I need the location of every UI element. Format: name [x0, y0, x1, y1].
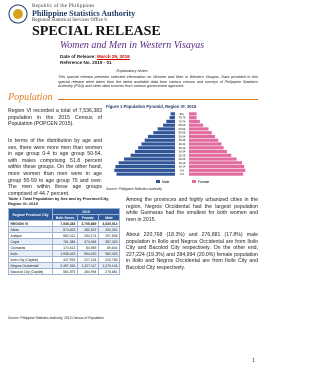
- bar: [153, 131, 175, 135]
- bar: [189, 153, 232, 157]
- age-label: 75-79: [179, 116, 186, 120]
- bar: [189, 123, 204, 127]
- agency: Philippine Statistics Authority: [32, 9, 136, 18]
- bar: [138, 146, 175, 150]
- bar: [189, 168, 246, 172]
- section-rule: [58, 99, 258, 100]
- bar: [144, 138, 175, 142]
- bar: [189, 116, 197, 120]
- bar: [189, 172, 244, 176]
- bar: [189, 142, 222, 146]
- bar: [189, 161, 243, 165]
- age-label: 40-44: [179, 142, 186, 146]
- bar: [134, 149, 175, 154]
- legend-label: Male: [162, 180, 169, 184]
- date-label: Date of Release:: [60, 54, 96, 59]
- date: Date of Release: March 29, 2019: [60, 54, 130, 59]
- age-label: 30-34: [179, 150, 186, 154]
- subtitle: Women and Men in Western Visayas: [59, 40, 205, 51]
- bar: [189, 149, 227, 154]
- table-row: Negros Occidental 2,497,261 1,227,117 1,270…: [7, 262, 121, 269]
- age-label: 25-29: [179, 153, 186, 157]
- bar: [189, 131, 212, 135]
- paragraph: About 220,768 (18.3%) and 276,881 (17.8%…: [126, 232, 258, 271]
- legend-swatch: [156, 180, 160, 183]
- table-cell: 284,994: [76, 268, 99, 275]
- paragraph: In terms of the distribution by age and …: [8, 138, 102, 197]
- table: Region/ Province/ City 2015 Both Sexes Fema…: [7, 208, 121, 275]
- table-row: Guimaras 174,613 84,969 89,644: [7, 244, 121, 251]
- release-title: SPECIAL RELEASE: [32, 24, 161, 39]
- section-title: Population: [8, 92, 53, 103]
- bar: [157, 127, 175, 131]
- paragraph: Region VI recorded a total of 7,536,383 …: [8, 108, 102, 128]
- figure-source: Source: Philippine Statistics Authority: [106, 187, 163, 191]
- bar: [189, 127, 209, 131]
- header-row: Both Sexes Female Male: [9, 214, 121, 221]
- republic: Republic of the Philippines: [32, 4, 95, 9]
- table-row: Iloilo City (Capital) 447,992 227,224 220,7…: [7, 256, 121, 263]
- age-label: 45-49: [179, 138, 186, 142]
- header-row: Region/ Province/ City 2015: [7, 208, 120, 221]
- table-cell: Bacolod City (Capital): [7, 268, 54, 275]
- age-label: 50-54: [179, 134, 186, 138]
- logo: [8, 4, 28, 24]
- bar: [189, 138, 219, 142]
- table-source: Source: Philippine Statistics Authority,…: [8, 316, 104, 320]
- age-label: 20-24: [179, 157, 186, 161]
- table-cell: 276,881: [97, 268, 121, 275]
- bar: [116, 172, 175, 176]
- header-cell: Region/ Province/ City: [7, 208, 54, 221]
- age-label: 5-9: [180, 168, 184, 172]
- age-label: 15-19: [179, 161, 186, 165]
- table-title: Table 1 Total Population by Sex and by P…: [8, 196, 110, 206]
- age-label: 0-4: [180, 172, 184, 176]
- table-row: Bacolod City (Capital) 561,875 284,994 276,…: [7, 268, 121, 275]
- bar: [189, 112, 197, 116]
- paragraph: Among the provinces and highly urbanized…: [126, 197, 258, 223]
- bar: [189, 119, 200, 123]
- bar: [163, 123, 175, 127]
- office: Regional Statistical Services Office 6: [32, 18, 107, 23]
- bar: [115, 165, 175, 169]
- age-label: 10-14: [179, 165, 186, 169]
- pyramid: 0-45-910-1415-1920-2425-2930-3435-3940-4…: [114, 112, 246, 184]
- age-label: 60-64: [179, 127, 186, 131]
- bar: [166, 119, 175, 123]
- legend-label: Female: [198, 180, 209, 184]
- bar: [189, 146, 224, 150]
- page: {"header":{"republic":"Republic of the P…: [7, 4, 258, 364]
- bar: [141, 142, 175, 146]
- date-value: March 29, 2019: [97, 54, 130, 59]
- age-label: 70-74: [179, 119, 186, 123]
- bar: [189, 134, 215, 139]
- legend-swatch: [192, 180, 196, 183]
- bar: [124, 157, 175, 161]
- age-label: 80+: [180, 112, 185, 116]
- notes-text: This special release presents selected i…: [58, 75, 258, 89]
- bar: [114, 168, 175, 172]
- table-cell: 561,875: [52, 268, 78, 275]
- age-label: 55-59: [179, 131, 186, 135]
- notes-title: Explanatory Notes: [116, 69, 148, 73]
- bar: [170, 112, 175, 116]
- age-label: 65-69: [179, 123, 186, 127]
- bar: [169, 116, 175, 120]
- bar: [189, 165, 245, 169]
- bar: [189, 157, 237, 161]
- bar: [118, 161, 175, 165]
- age-label: 35-39: [179, 146, 186, 150]
- figure-title: Figure 1 Population Pyramid, Region VI: …: [106, 104, 197, 109]
- bar: [130, 153, 175, 157]
- page-number: 1: [252, 358, 255, 364]
- bar: [147, 134, 175, 139]
- reference: Reference No. 2019 - 01: [60, 60, 112, 65]
